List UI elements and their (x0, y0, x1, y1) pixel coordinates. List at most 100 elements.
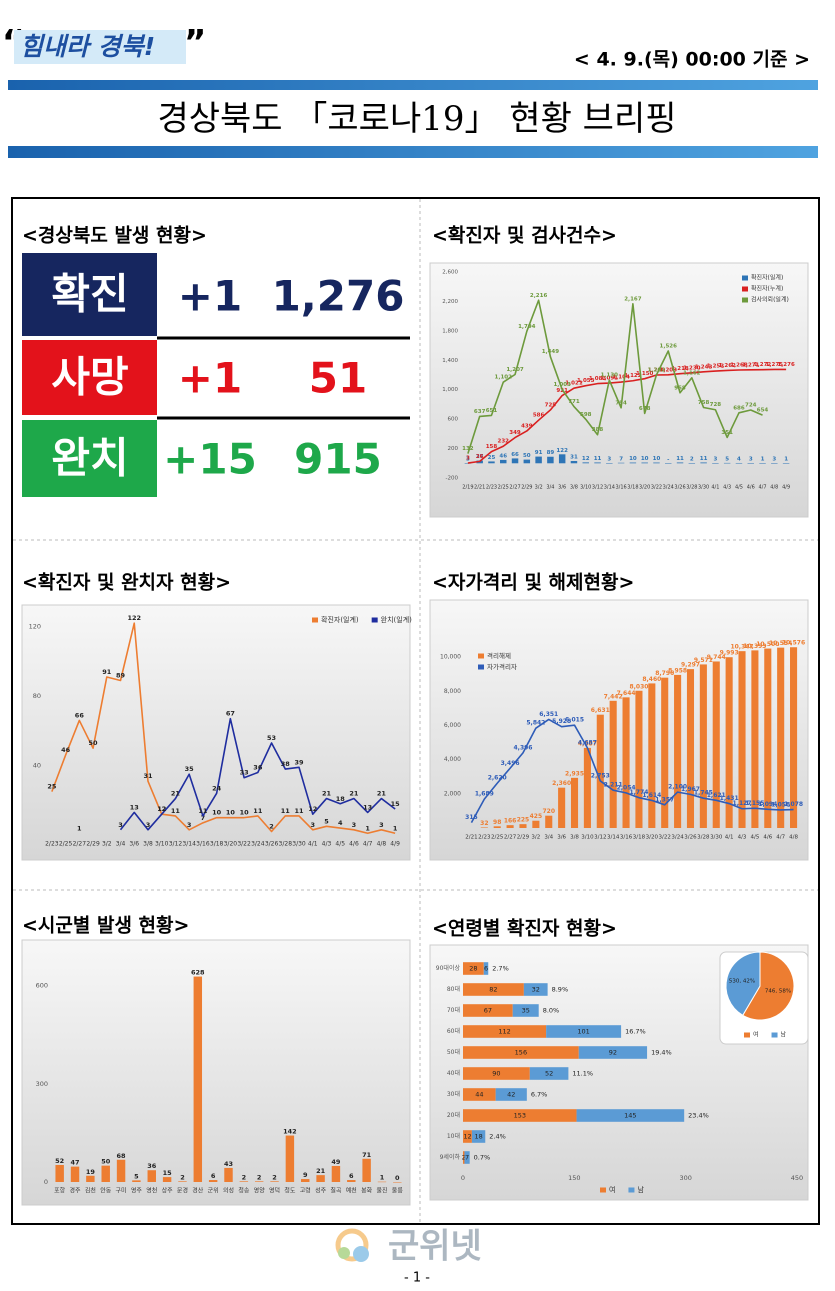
bar (558, 454, 566, 464)
x-tick-label: 4/7 (759, 485, 767, 491)
x-tick-label: 3/14 (604, 485, 615, 491)
data-label: 2,216 (530, 293, 548, 299)
x-tick-label: 4/6 (747, 485, 755, 491)
legend-label: 확진자(누계) (751, 285, 783, 293)
bar (558, 787, 566, 828)
x-tick-label: 칠곡 (330, 1187, 342, 1195)
data-label: 33 (240, 769, 249, 777)
data-label: 598 (580, 412, 592, 418)
bar (583, 747, 591, 828)
bar (347, 1180, 356, 1182)
bar-segment (463, 1004, 513, 1017)
y-tick-label: 10,000 (440, 654, 461, 661)
header-bar (8, 146, 818, 158)
data-label: 1,055 (577, 378, 595, 384)
bar (606, 463, 613, 464)
data-label: 4 (338, 819, 343, 827)
bar (86, 1175, 95, 1182)
pie-label: 746, 58% (765, 988, 791, 994)
data-label: 13 (130, 803, 139, 811)
data-label: 50 (101, 1158, 111, 1166)
data-label: 25 (488, 455, 496, 461)
line (467, 299, 763, 454)
data-label: 1,155 (745, 800, 764, 807)
legend-swatch (312, 617, 318, 623)
bar (617, 462, 625, 464)
bar (712, 661, 720, 828)
bar-segment (463, 1088, 496, 1101)
status-label: 완치 (51, 434, 128, 483)
data-label: 3 (187, 821, 192, 829)
y-tick-label: 1,800 (442, 328, 458, 334)
data-label: 1,150 (636, 371, 654, 377)
data-label: 25 (47, 783, 57, 791)
pie-slice (725, 951, 761, 1016)
bar-segment (471, 1130, 486, 1143)
bar (725, 657, 733, 828)
header-bar (8, 80, 818, 90)
bar-segment (463, 1067, 530, 1080)
data-label: 21 (322, 790, 332, 798)
x-tick-label: 의성 (223, 1187, 234, 1195)
line (119, 717, 396, 831)
bar (674, 674, 682, 828)
bar (377, 1181, 387, 1183)
data-label: 958 (674, 385, 686, 391)
y-tick-label: 60대 (447, 1027, 460, 1035)
logo: 힘내라 경북! (20, 32, 155, 61)
data-label: 7 (619, 456, 623, 462)
x-tick-label: 2/27 (73, 841, 87, 848)
bar (609, 700, 617, 828)
x-tick-label: 2/21 (474, 485, 485, 491)
x-tick-label: 문경 (177, 1188, 188, 1195)
data-label: 1,122 (624, 373, 642, 379)
bar-segment (463, 1025, 547, 1038)
data-label: 9,571 (694, 657, 713, 664)
x-tick-label: 3/12 (594, 835, 606, 841)
data-label: 1,357 (655, 796, 674, 803)
x-tick-label: 군위 (208, 1187, 219, 1195)
data-label: 36 (147, 1162, 157, 1170)
bar (594, 462, 601, 464)
data-label: 1 (393, 824, 398, 832)
bar (570, 461, 578, 464)
data-label: 52 (55, 1157, 64, 1165)
x-tick-label: 영주 (131, 1187, 143, 1195)
x-tick-label: 3/28 (686, 485, 697, 491)
pie-slice (742, 951, 795, 1021)
x-tick-label: 4/9 (782, 485, 790, 491)
legend-swatch (742, 286, 748, 292)
frame (11, 197, 820, 1225)
x-tick-label: 영천 (146, 1187, 157, 1195)
data-label: 52 (545, 1070, 553, 1078)
panel-title: <시군별 발생 현황> (22, 914, 189, 937)
y-tick-label: 80 (33, 692, 41, 700)
data-label: 724 (745, 403, 757, 409)
legend-label: 확진자(일계) (321, 615, 359, 624)
bar (535, 456, 542, 464)
data-label: 7,442 (604, 693, 623, 700)
bar (506, 825, 514, 828)
data-label: 225 (517, 817, 530, 824)
data-label: 1,774 (629, 789, 648, 796)
x-tick-label: 안동 (100, 1187, 112, 1195)
data-label: 1,262 (718, 363, 736, 369)
x-tick-label: 2/23 (486, 485, 497, 491)
data-label: 82 (489, 986, 497, 994)
data-label: 1,200 (648, 368, 666, 374)
data-label: 4 (737, 456, 741, 462)
quote-close: ” (184, 23, 206, 63)
y-tick-label: 2,200 (442, 299, 458, 305)
data-label: 11 (253, 807, 263, 815)
data-label: 71 (362, 1151, 372, 1159)
x-tick-label: 청송 (238, 1187, 250, 1195)
x-tick-label: 3/6 (558, 485, 566, 491)
x-tick-label: 4/1 (308, 841, 318, 848)
data-label: 166 (504, 818, 517, 825)
data-label: 13 (363, 803, 372, 811)
y-tick-label: 200 (448, 446, 459, 452)
data-label: 771 (568, 399, 580, 405)
x-tick-label: 2/23 (45, 841, 59, 848)
